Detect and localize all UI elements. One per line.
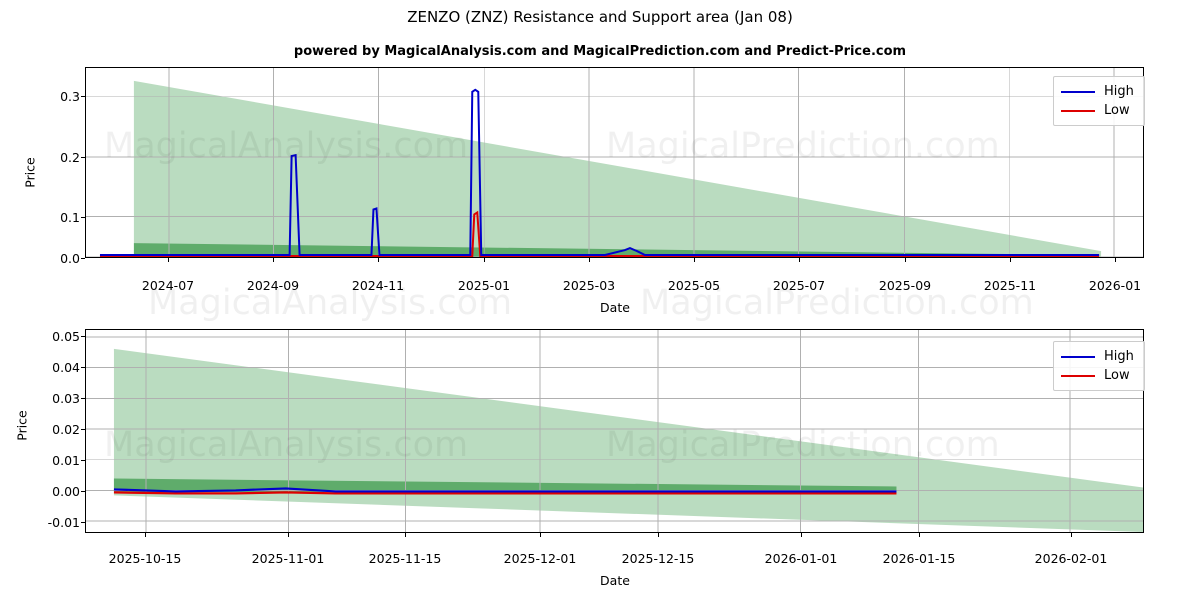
overview-ytickmark — [81, 157, 85, 158]
zoomed-ytickmark — [81, 398, 85, 399]
overview-ytick-3: 0.0 — [60, 251, 80, 266]
zoomed-xtick-0: 2025-10-15 — [108, 551, 182, 566]
overview-xtickmark — [799, 258, 800, 262]
overview-xtickmark — [589, 258, 590, 262]
zoomed-xtick-3: 2025-12-01 — [503, 551, 577, 566]
overview-x-axis-label: Date — [600, 300, 630, 315]
zoomed-ytick-2: 0.01 — [52, 453, 80, 468]
overview-xtickmark — [694, 258, 695, 262]
legend-label-high: High — [1104, 349, 1134, 364]
overview-ytickmark — [81, 96, 85, 97]
overview-xtick-2: 2024-11 — [351, 278, 405, 293]
legend-entry-low[interactable]: Low — [1061, 366, 1135, 385]
zoomed-ytickmark — [81, 460, 85, 461]
zoomed-ytickmark — [81, 522, 85, 523]
resistance-area-band — [133, 80, 1102, 257]
zoomed-xtickmark — [919, 533, 920, 537]
overview-xtick-9: 2026-01 — [1088, 278, 1142, 293]
zoomed-plot-svg — [86, 330, 1143, 532]
overview-xtickmark — [168, 258, 169, 262]
overview-plot-area: MagicalAnalysis.com MagicalPrediction.co… — [85, 67, 1144, 258]
zoomed-ytick-3: 0.02 — [52, 422, 80, 437]
overview-ytick-1: 0.2 — [60, 150, 80, 165]
zoomed-xtickmark — [540, 533, 541, 537]
zoomed-xtickmark — [405, 533, 406, 537]
zoomed-xtick-1: 2025-11-01 — [251, 551, 325, 566]
overview-xtickmark — [484, 258, 485, 262]
legend-label-low: Low — [1104, 103, 1130, 118]
overview-plot-svg — [86, 68, 1143, 257]
zoomed-ytickmark — [81, 336, 85, 337]
overview-ytick-0: 0.3 — [60, 89, 80, 104]
resistance-area-band — [113, 348, 1143, 532]
overview-xtickmark — [378, 258, 379, 262]
zoomed-xtickmark — [288, 533, 289, 537]
zoomed-x-axis-label: Date — [600, 573, 630, 588]
overview-xtickmark — [1115, 258, 1116, 262]
zoomed-xtick-7: 2026-02-01 — [1034, 551, 1108, 566]
overview-xtick-0: 2024-07 — [141, 278, 195, 293]
zoomed-ytick-1: 0.00 — [52, 484, 80, 499]
zoomed-xtickmark — [145, 533, 146, 537]
zoomed-xtickmark — [801, 533, 802, 537]
high-series-line — [113, 487, 897, 493]
zoomed-xtick-4: 2025-12-15 — [621, 551, 695, 566]
zoomed-xtick-2: 2025-11-15 — [368, 551, 442, 566]
overview-xtickmark — [273, 258, 274, 262]
zoomed-ytick-5: 0.04 — [52, 360, 80, 375]
overview-ytickmark — [81, 258, 85, 259]
zoomed-ytickmark — [81, 367, 85, 368]
page-subtitle: powered by MagicalAnalysis.com and Magic… — [293, 44, 907, 59]
overview-xtick-1: 2024-09 — [246, 278, 300, 293]
page-title: ZENZO (ZNZ) Resistance and Support area … — [407, 8, 793, 26]
zoomed-ytickmark — [81, 429, 85, 430]
overview-xtickmark — [905, 258, 906, 262]
overview-ytickmark — [81, 217, 85, 218]
zoomed-ytick-4: 0.03 — [52, 391, 80, 406]
legend-label-low: Low — [1104, 368, 1130, 383]
zoomed-ytick-6: 0.05 — [52, 329, 80, 344]
overview-gridlines — [86, 68, 1143, 257]
legend-entry-low[interactable]: Low — [1061, 101, 1135, 120]
zoomed-xtickmark — [658, 533, 659, 537]
overview-xtick-3: 2025-01 — [457, 278, 511, 293]
legend-entry-high[interactable]: High — [1061, 347, 1135, 366]
high-series-line — [99, 88, 1100, 257]
overview-y-axis-label: Price — [22, 157, 38, 188]
legend-label-high: High — [1104, 84, 1134, 99]
legend-entry-high[interactable]: High — [1061, 82, 1135, 101]
zoomed-ytickmark — [81, 491, 85, 492]
overview-xtickmark — [1010, 258, 1011, 262]
overview-legend[interactable]: High Low — [1053, 76, 1145, 126]
low-legend-swatch — [1061, 374, 1095, 377]
low-legend-swatch — [1061, 109, 1095, 112]
zoomed-ytick-0: -0.01 — [47, 515, 80, 530]
zoomed-xtick-5: 2026-01-01 — [764, 551, 838, 566]
zoomed-y-axis-label: Price — [14, 410, 30, 441]
overview-xtick-7: 2025-09 — [878, 278, 932, 293]
high-legend-swatch — [1061, 355, 1095, 358]
overview-ytick-2: 0.1 — [60, 210, 80, 225]
overview-xtick-4: 2025-03 — [562, 278, 616, 293]
zoomed-legend[interactable]: High Low — [1053, 341, 1145, 391]
high-legend-swatch — [1061, 90, 1095, 93]
low-series-line — [113, 491, 897, 495]
zoomed-plot-area: MagicalAnalysis.com MagicalPrediction.co… — [85, 329, 1144, 533]
overview-xtick-6: 2025-07 — [772, 278, 826, 293]
zoomed-xtickmark — [1071, 533, 1072, 537]
zoomed-xtick-6: 2026-01-15 — [882, 551, 956, 566]
overview-xtick-8: 2025-11 — [983, 278, 1037, 293]
overview-xtick-5: 2025-05 — [667, 278, 721, 293]
